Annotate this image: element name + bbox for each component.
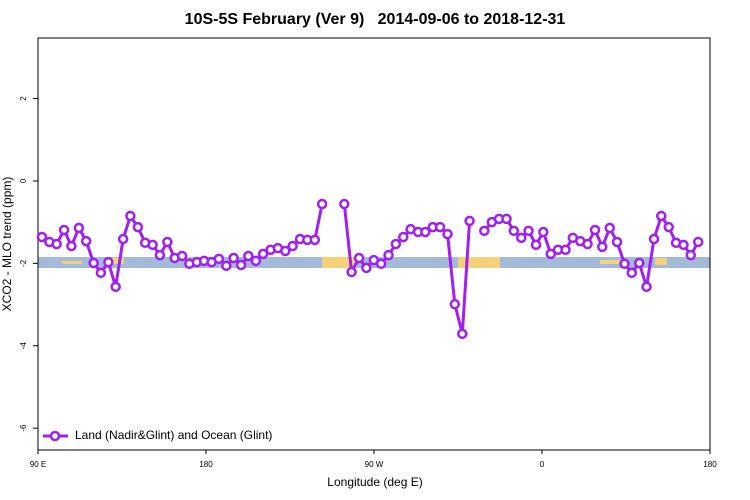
data-point bbox=[257, 248, 269, 260]
x-tick-label: 90 W bbox=[365, 460, 384, 469]
data-point bbox=[663, 221, 674, 233]
data-point bbox=[250, 255, 262, 267]
data-point bbox=[243, 250, 254, 262]
data-point bbox=[420, 226, 431, 238]
data-point bbox=[58, 224, 70, 236]
data-point bbox=[523, 225, 534, 237]
x-tick-label: 180 bbox=[199, 460, 213, 469]
data-point bbox=[538, 226, 549, 238]
data-point bbox=[648, 233, 660, 245]
data-point bbox=[132, 221, 144, 233]
data-point bbox=[66, 240, 77, 252]
data-point bbox=[641, 281, 652, 293]
data-point bbox=[678, 239, 689, 251]
data-point bbox=[685, 249, 697, 261]
data-point bbox=[80, 235, 92, 247]
data-point bbox=[36, 231, 48, 243]
y-axis-label: XCO2 - MLO trend (ppm) bbox=[0, 177, 14, 312]
data-point bbox=[692, 236, 704, 248]
data-point bbox=[390, 238, 402, 250]
data-point bbox=[626, 267, 638, 279]
data-point bbox=[501, 213, 512, 225]
data-point bbox=[375, 258, 387, 270]
y-tick-label: 0 bbox=[19, 178, 28, 183]
data-point bbox=[117, 233, 129, 245]
data-point bbox=[280, 245, 291, 257]
data-point bbox=[361, 262, 372, 274]
data-point bbox=[530, 239, 542, 251]
data-point bbox=[147, 239, 158, 251]
data-point bbox=[162, 236, 173, 248]
x-tick-label: 90 E bbox=[30, 460, 46, 469]
land-band bbox=[62, 261, 82, 264]
land-band bbox=[600, 260, 622, 264]
data-point bbox=[235, 259, 247, 271]
data-point bbox=[95, 267, 107, 279]
data-point bbox=[51, 238, 62, 250]
data-point bbox=[611, 236, 623, 248]
data-point bbox=[479, 225, 490, 237]
data-point bbox=[88, 257, 99, 269]
data-point bbox=[619, 258, 630, 270]
x-tick-label: 0 bbox=[540, 460, 545, 469]
data-point bbox=[110, 281, 121, 293]
data-point bbox=[221, 260, 232, 272]
data-point bbox=[656, 210, 667, 222]
land-band bbox=[112, 258, 124, 264]
data-point bbox=[316, 198, 328, 210]
land-band bbox=[322, 257, 357, 268]
x-axis-label: Longitude (deg E) bbox=[327, 475, 422, 489]
data-point bbox=[353, 252, 365, 264]
data-point bbox=[103, 256, 114, 268]
land-band bbox=[458, 257, 500, 268]
data-point bbox=[634, 257, 645, 269]
plot-frame bbox=[37, 37, 711, 451]
data-point bbox=[213, 253, 225, 265]
legend-marker bbox=[49, 430, 61, 442]
data-point bbox=[508, 225, 520, 237]
data-point bbox=[287, 240, 298, 252]
data-point bbox=[383, 249, 394, 261]
y-tick-label: -4 bbox=[19, 342, 28, 350]
data-point bbox=[309, 234, 321, 246]
data-point bbox=[228, 252, 239, 264]
data-point bbox=[597, 241, 608, 253]
y-tick-label: -6 bbox=[19, 424, 28, 432]
data-point bbox=[398, 231, 409, 243]
data-point bbox=[442, 228, 453, 240]
data-point bbox=[346, 266, 357, 278]
data-point bbox=[154, 249, 166, 261]
land-band bbox=[655, 258, 667, 265]
y-tick-label: -2 bbox=[19, 259, 28, 267]
data-point bbox=[516, 232, 527, 244]
data-point bbox=[73, 222, 85, 234]
data-point bbox=[589, 224, 601, 236]
data-point bbox=[457, 328, 468, 340]
chart-title: 10S-5S February (Ver 9) 2014-09-06 to 20… bbox=[185, 11, 566, 28]
data-point bbox=[545, 248, 557, 260]
legend-label: Land (Nadir&Glint) and Ocean (Glint) bbox=[75, 428, 272, 442]
data-point bbox=[125, 210, 136, 222]
data-point bbox=[464, 215, 475, 227]
data-point bbox=[339, 198, 350, 210]
y-tick-label: 2 bbox=[19, 96, 28, 101]
x-tick-label: 180 bbox=[703, 460, 717, 469]
data-point bbox=[582, 238, 593, 250]
data-point bbox=[449, 298, 461, 310]
data-point bbox=[176, 250, 188, 262]
data-point bbox=[604, 222, 616, 234]
data-point bbox=[560, 244, 571, 256]
data-point bbox=[434, 221, 446, 233]
